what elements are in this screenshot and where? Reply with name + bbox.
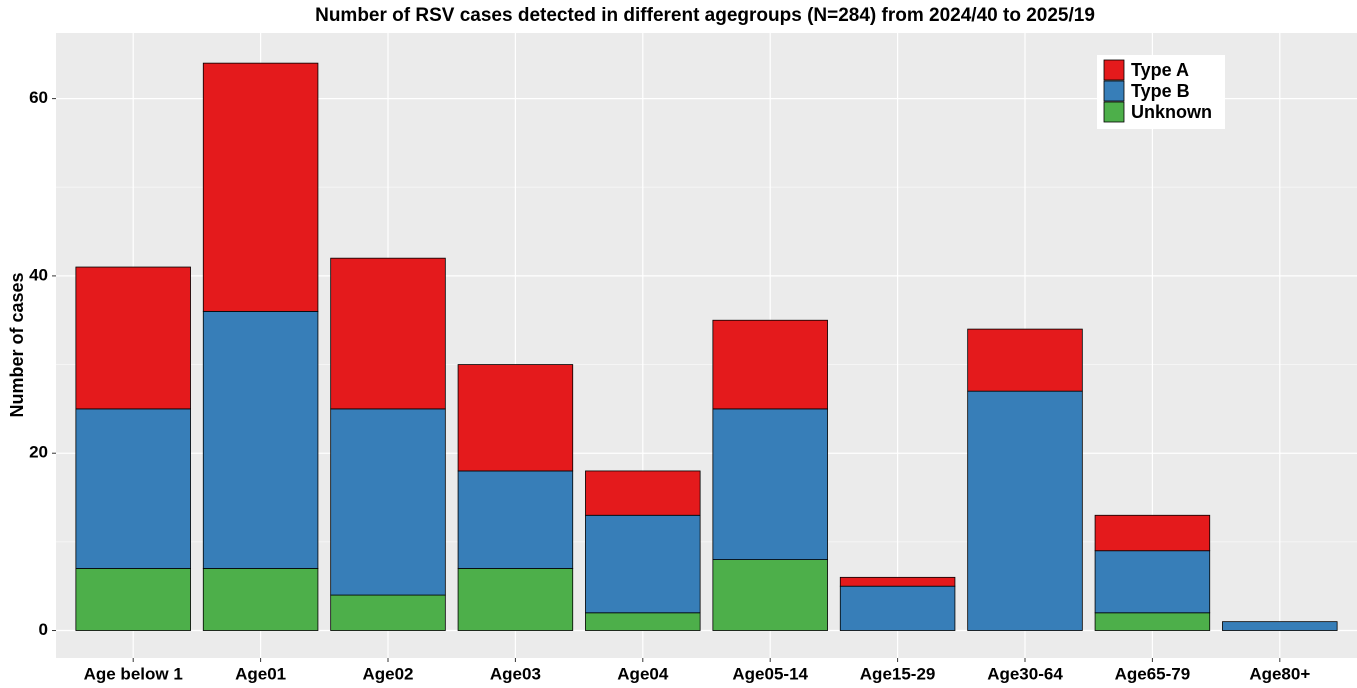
- y-tick-label: 20: [29, 443, 48, 462]
- bar-segment: [585, 612, 701, 631]
- bar-segment: [1094, 550, 1211, 614]
- bar-segment: [202, 310, 319, 569]
- bar-segment: [1222, 621, 1338, 631]
- legend-label: Unknown: [1131, 102, 1212, 122]
- x-tick-label: Age below 1: [84, 664, 183, 683]
- bar-segment: [1094, 514, 1211, 552]
- bar-segment: [202, 62, 319, 312]
- bar-segment: [457, 568, 574, 631]
- legend-label: Type A: [1131, 60, 1189, 80]
- bar-segment: [202, 568, 319, 631]
- x-tick-label: Age04: [617, 664, 669, 683]
- x-tick-label: Age30-64: [987, 664, 1063, 683]
- bar-segment: [712, 559, 828, 631]
- y-tick-label: 0: [39, 620, 48, 639]
- bar-segment: [330, 594, 446, 631]
- x-tick-label: Age01: [235, 664, 286, 683]
- bar-segment: [75, 408, 191, 569]
- bar-segment: [967, 328, 1083, 392]
- bar-segment: [712, 319, 828, 410]
- bar-segment: [967, 390, 1083, 631]
- x-tick-label: Age15-29: [860, 664, 936, 683]
- chart-title: Number of RSV cases detected in differen…: [315, 5, 1095, 26]
- legend-swatch: [1103, 59, 1125, 81]
- bar-segment: [75, 266, 191, 410]
- bar-segment: [839, 585, 956, 631]
- x-tick-label: Age65-79: [1115, 664, 1191, 683]
- bar-segment: [330, 408, 446, 596]
- bar-segment: [75, 568, 191, 631]
- bar-segment: [585, 514, 701, 614]
- bar-segment: [1094, 612, 1211, 631]
- legend-swatch: [1103, 80, 1125, 102]
- y-axis-label: Number of cases: [7, 272, 27, 417]
- x-tick-label: Age80+: [1249, 664, 1310, 683]
- x-tick-label: Age05-14: [732, 664, 808, 683]
- x-tick-label: Age03: [490, 664, 541, 683]
- y-tick-label: 40: [29, 265, 48, 284]
- legend-swatch: [1103, 101, 1125, 123]
- x-tick-label: Age02: [362, 664, 413, 683]
- bar-segment: [330, 257, 446, 410]
- bar-segment: [457, 470, 574, 569]
- legend-label: Type B: [1131, 81, 1190, 101]
- bar-segment: [712, 408, 828, 560]
- bar-segment: [585, 470, 701, 516]
- y-tick-label: 60: [29, 88, 48, 107]
- bar-segment: [839, 576, 956, 587]
- bar-segment: [457, 364, 574, 472]
